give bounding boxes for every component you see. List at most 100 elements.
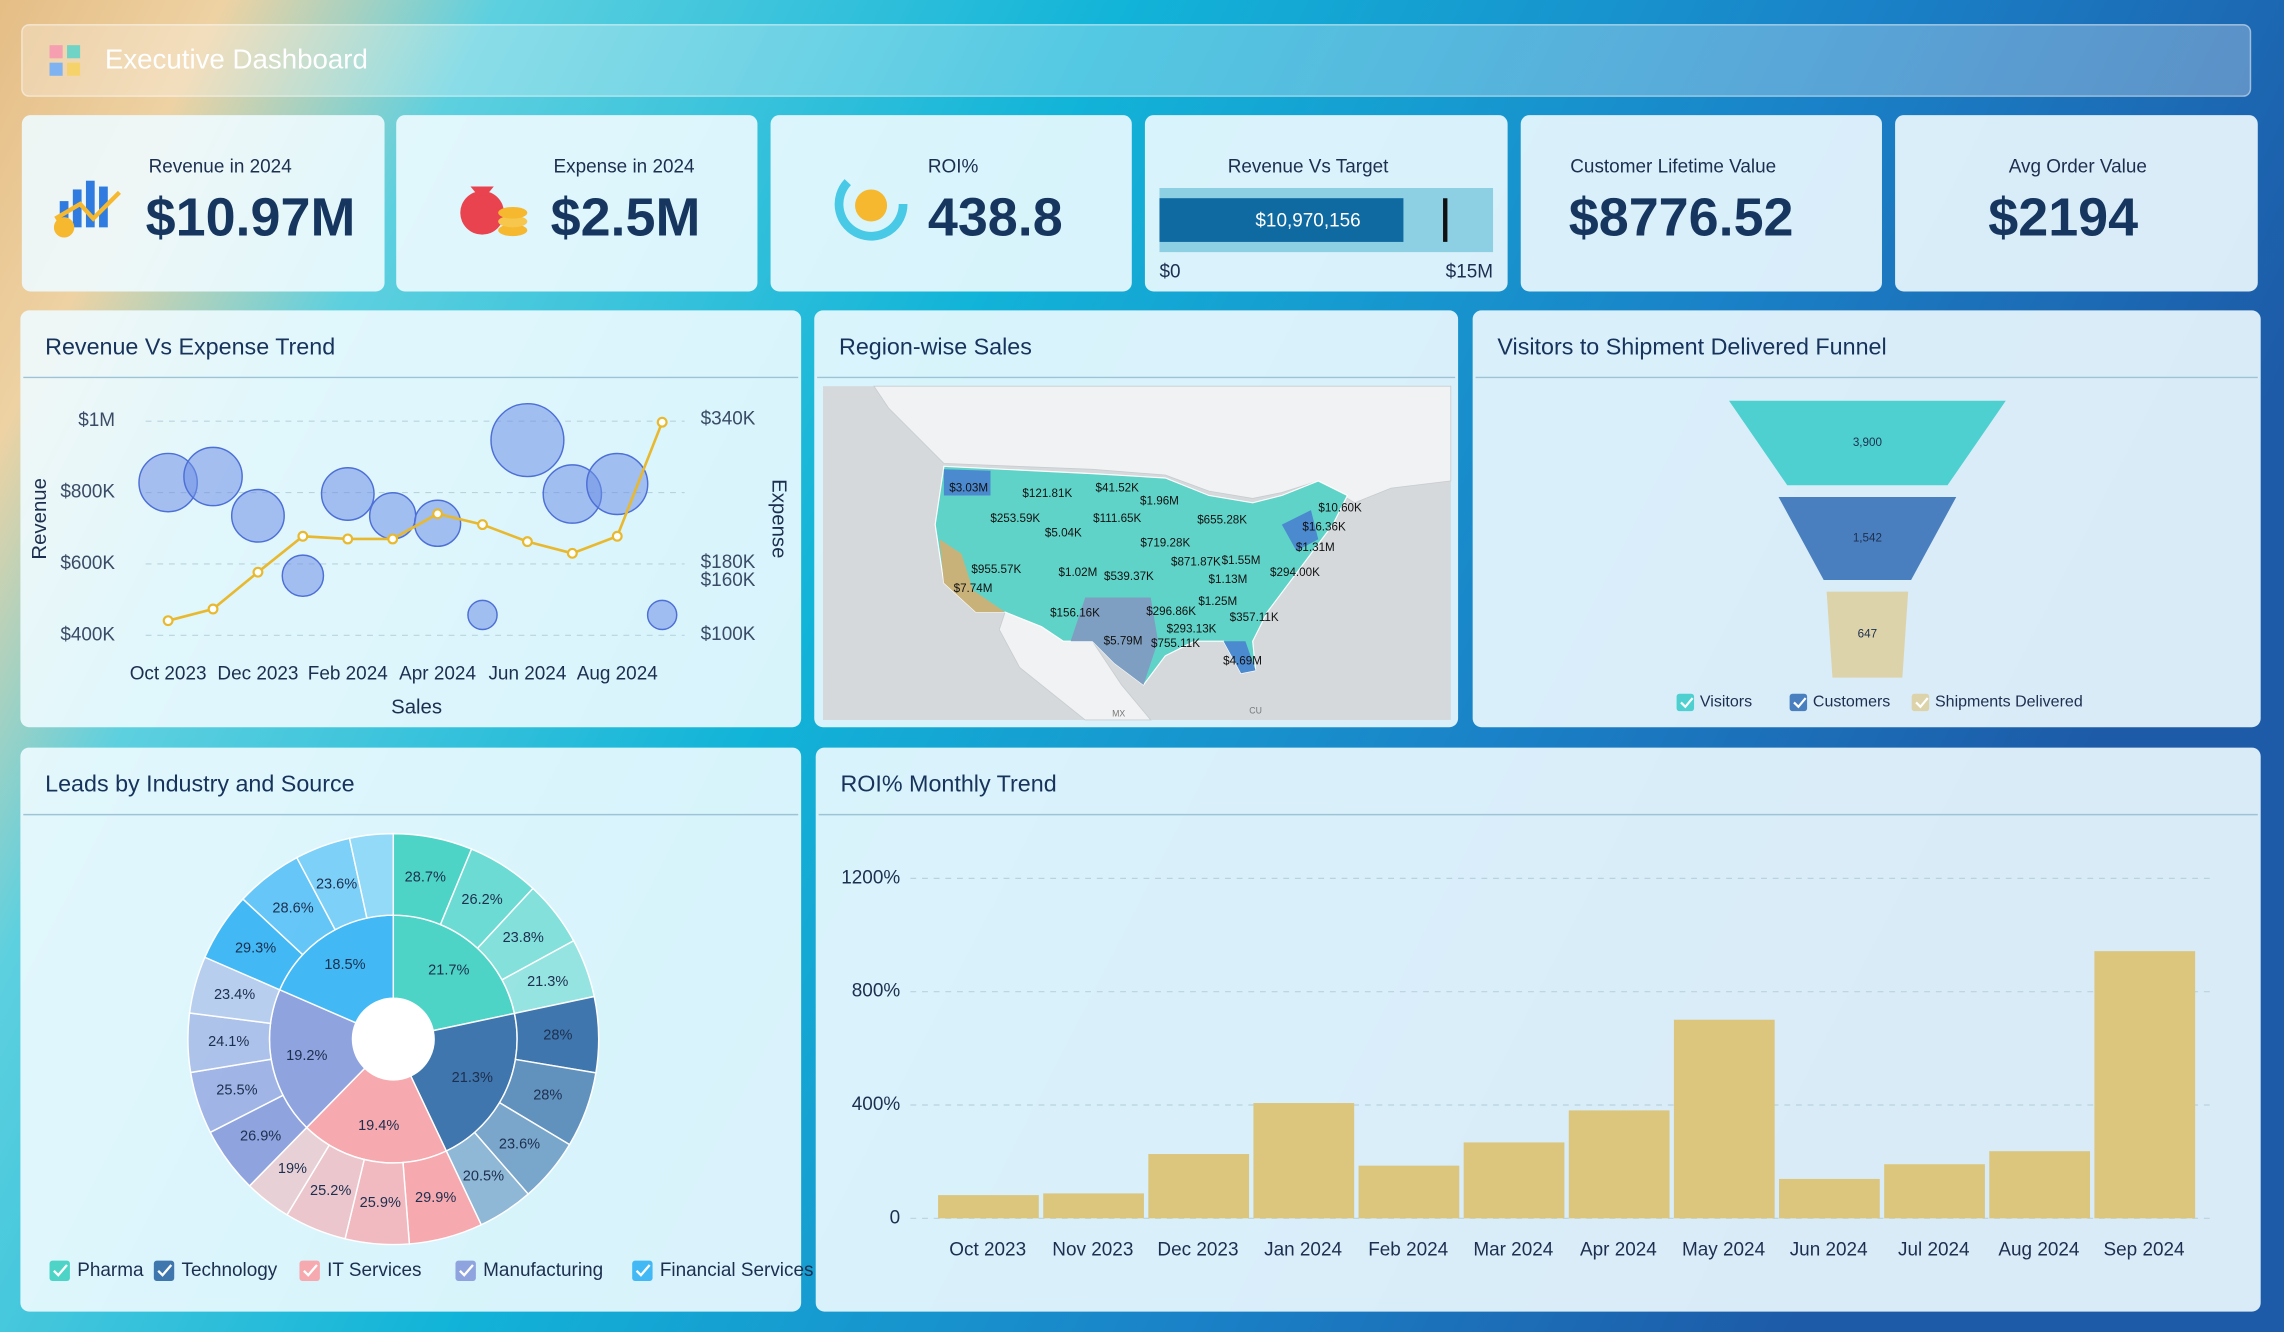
panel-title: ROI% Monthly Trend [840,771,1056,797]
y-tick-label: 800% [852,981,901,1002]
kpi-card [1895,115,2258,292]
y2-axis-label: Expense [767,479,789,558]
y-tick-label: $1M [78,410,115,431]
kpi-value: $2194 [1988,188,2138,248]
x-axis-label: Sales [391,697,442,719]
gauge-title: Revenue Vs Target [1228,157,1389,178]
bar [1253,1103,1355,1219]
region-label: $111.65K [1093,512,1141,525]
x-tick-label: Sep 2024 [2104,1239,2185,1260]
kpi-label: Expense in 2024 [554,157,695,178]
legend-label: Visitors [1700,693,1752,711]
region-label: $1.02M [1058,566,1097,579]
bubble [183,446,243,507]
x-tick-label: Apr 2024 [399,664,476,685]
legend-check [635,1264,651,1277]
sunburst-outer-label: 23.4% [214,987,255,1003]
y-tick-label: 0 [890,1207,901,1228]
sunburst-outer-label: 26.2% [461,892,502,908]
legend-swatch [1676,693,1695,712]
legend-label: Shipments Delivered [1935,693,2083,711]
region-label: $5.04K [1045,526,1082,539]
panel-title: Leads by Industry and Source [45,771,354,797]
sunburst-outer-label: 21.3% [527,974,568,990]
region-label: $755.11K [1151,637,1200,650]
x-tick-label: Dec 2023 [217,664,298,685]
legend-check [53,1264,68,1277]
kpi-label: Revenue in 2024 [149,157,292,178]
header-title: Executive Dashboard [105,44,368,75]
line-point [207,603,219,615]
sunburst-outer-label: 24.1% [208,1034,249,1050]
sunburst-inner-label: 18.5% [324,957,365,973]
sunburst-outer-label: 25.2% [310,1183,351,1199]
header-bar [21,24,2252,97]
bar [1989,1151,2091,1219]
legend-swatch [455,1260,476,1281]
region-label: $296.86K [1146,605,1196,618]
panel-title: Visitors to Shipment Delivered Funnel [1497,333,1886,359]
revenue-icon [53,180,121,238]
legend-check [1915,697,1929,709]
funnel-value-label: 3,900 [1853,436,1883,449]
place-label: CU [1249,705,1262,715]
bar [1779,1178,1880,1219]
line-point [297,530,309,542]
line-point [477,519,488,531]
y2-tick-label: $100K [701,624,756,645]
bar [1568,1110,1670,1219]
legend-label: Manufacturing [483,1260,603,1281]
map-base [822,385,1452,721]
region-label: $7.74M [954,582,993,595]
region-label: $1.55M [1222,554,1261,567]
bubble [368,491,417,540]
x-tick-label: Oct 2023 [949,1239,1026,1260]
kpi-label: ROI% [928,157,979,178]
legend-check [1793,697,1807,709]
y2-tick-label: $180K [701,552,756,573]
legend-swatch [299,1260,320,1281]
y2-tick-label: $160K [701,570,756,591]
region-label: $253.59K [990,512,1040,525]
x-tick-label: Feb 2024 [1368,1239,1448,1260]
sunburst-outer-label: 23.6% [499,1137,540,1153]
legend-label: Pharma [77,1260,144,1281]
sunburst-hole [352,998,435,1080]
header-icon [49,45,81,76]
sunburst-inner-label: 19.2% [286,1048,327,1064]
x-tick-label: Jul 2024 [1898,1239,1970,1260]
legend-check [1680,697,1694,709]
bar [1884,1164,1985,1219]
y-axis-label: Revenue [29,478,51,560]
legend-swatch [153,1260,175,1281]
place-label: MX [1112,708,1125,718]
x-tick-label: Nov 2023 [1052,1239,1133,1260]
region-label: $293.13K [1167,623,1217,636]
bubble [230,488,285,543]
bubble [490,402,565,478]
line-point [162,615,174,627]
region-label: $294.00K [1270,566,1320,579]
bar [1463,1142,1565,1219]
funnel-stage [1729,400,2006,486]
y-tick-label: $800K [60,482,115,503]
y-tick-label: 1200% [841,867,900,888]
sunburst-outer-label: 26.9% [240,1128,281,1144]
sunburst-outer-label: 20.5% [463,1169,504,1185]
sunburst-outer [348,832,395,919]
region-label: $1.96M [1140,494,1179,507]
region-label: $5.79M [1104,634,1143,647]
bubble [281,554,325,598]
region-label: $871.87K [1171,556,1221,569]
region-label: $955.57K [971,563,1021,576]
panel-title: Region-wise Sales [839,333,1032,359]
legend-swatch [1911,693,1930,712]
sunburst-outer-label: 23.6% [316,876,357,892]
bar [1148,1154,1250,1219]
gauge-value-label: $10,970,156 [1255,211,1360,232]
bar [1673,1019,1775,1219]
legend-swatch [49,1260,70,1281]
region-label: $16.36K [1302,521,1346,534]
funnel-value-label: 647 [1858,628,1877,641]
